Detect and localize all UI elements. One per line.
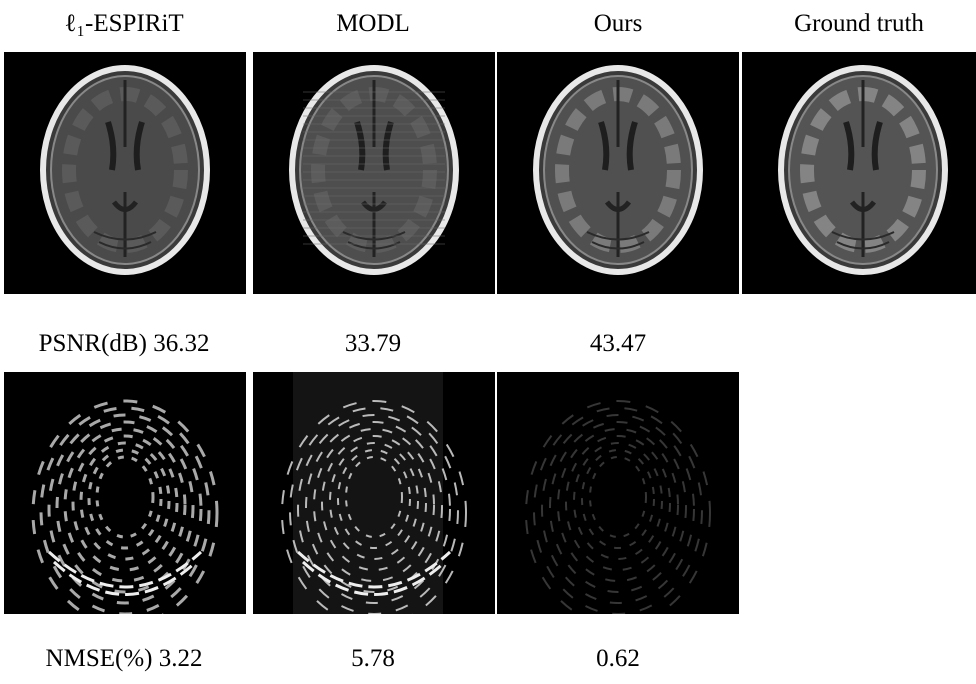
metric-value: 5.78 xyxy=(253,645,493,673)
column-header: MODL xyxy=(253,10,493,38)
metric-value: 36.32 xyxy=(153,330,209,357)
metric-cell: PSNR(dB) 36.32 xyxy=(0,330,248,358)
column-header: Ours xyxy=(497,10,739,38)
mri-image xyxy=(497,52,739,294)
metric-value: 33.79 xyxy=(253,330,493,358)
error-map xyxy=(253,372,495,614)
metric-cell: NMSE(%) 3.22 xyxy=(0,645,248,673)
error-map xyxy=(4,372,246,614)
metric-label: PSNR(dB) xyxy=(39,330,147,357)
figure: ℓ₁-ESPIRiT MODL Ours Ground truth PSNR(d… xyxy=(0,0,976,684)
metric-value: 0.62 xyxy=(497,645,739,673)
metric-value: 43.47 xyxy=(497,330,739,358)
column-header: Ground truth xyxy=(742,10,976,38)
error-map xyxy=(497,372,739,614)
metric-label: NMSE(%) xyxy=(46,645,153,672)
metric-value: 3.22 xyxy=(159,645,203,672)
mri-image xyxy=(742,52,976,294)
mri-image xyxy=(4,52,246,294)
mri-image xyxy=(253,52,495,294)
column-header: ℓ₁-ESPIRiT xyxy=(4,10,244,38)
